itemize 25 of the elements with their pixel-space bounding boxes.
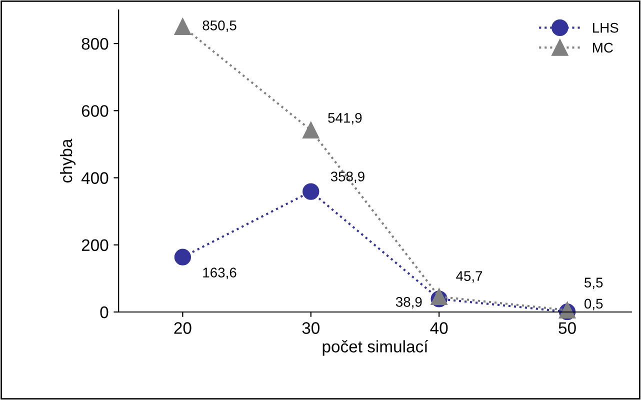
x-tick-label: 50 [558, 322, 576, 334]
point [302, 122, 320, 138]
legend-label: MC [593, 42, 613, 53]
x-tick-label: 40 [430, 322, 448, 334]
data-label: 358,9 [330, 172, 364, 184]
data-label: 0,5 [584, 298, 603, 310]
y-tick-label: 200 [82, 239, 108, 252]
data-label: 45,7 [456, 271, 482, 283]
data-label: 541,9 [328, 112, 362, 124]
point [174, 18, 192, 35]
point [174, 248, 192, 266]
x-tick-label: 30 [302, 322, 320, 334]
y-tick-label: 600 [82, 105, 108, 117]
legend-label: LHS [593, 22, 618, 33]
x-tick-label: 20 [174, 322, 192, 334]
point [302, 183, 320, 200]
data-label: 163,6 [203, 268, 236, 280]
x-axis-title: počet simulací [322, 340, 428, 356]
data-label: 38,9 [396, 297, 422, 308]
y-tick-label: 400 [81, 172, 108, 184]
y-tick-label: 800 [82, 38, 108, 50]
data-label: 850,5 [202, 20, 236, 32]
y-axis-title: chyba [60, 138, 76, 183]
data-label: 5,5 [584, 278, 603, 290]
y-tick-label: 0 [100, 306, 108, 318]
